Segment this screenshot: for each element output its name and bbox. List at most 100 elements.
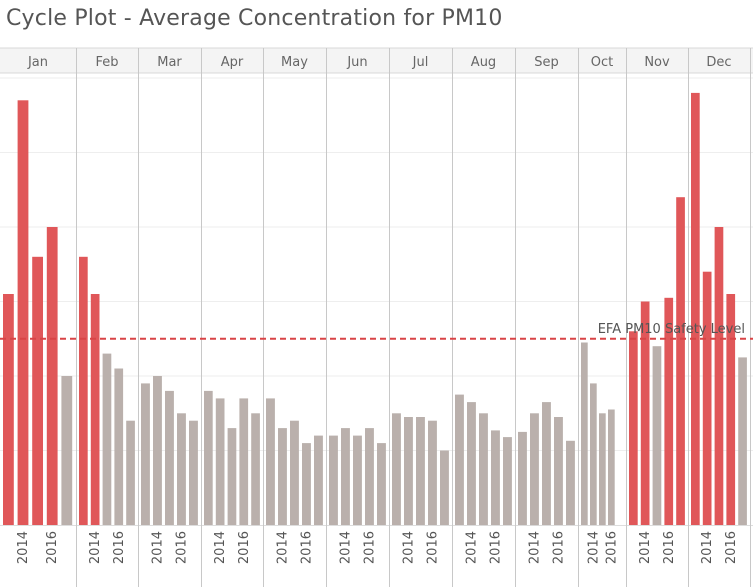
- year-tick-label: 2014: [16, 531, 31, 564]
- year-tick-label: 2016: [551, 531, 566, 564]
- year-tick-label: 2016: [45, 531, 60, 564]
- bar-feb-2015: [102, 353, 112, 525]
- year-tick-label: 2016: [112, 531, 127, 564]
- bar-may-2014: [278, 428, 287, 525]
- bar-jun-2015: [353, 435, 362, 525]
- bar-jan-2013: [3, 294, 14, 525]
- bar-apr-2016: [239, 398, 249, 525]
- bar-sep-2014: [530, 413, 539, 526]
- bar-apr-2013: [204, 390, 213, 525]
- year-tick-label: 2014: [275, 531, 290, 564]
- bar-dec-2015: [714, 227, 724, 525]
- year-tick-label: 2016: [174, 531, 189, 564]
- month-label-mar: Mar: [157, 55, 182, 70]
- year-tick-label: 2016: [237, 531, 252, 564]
- bar-dec-2017: [738, 357, 747, 525]
- bar-feb-2017: [126, 420, 135, 525]
- bar-aug-2016: [491, 430, 500, 525]
- bar-sep-2016: [554, 417, 563, 525]
- year-tick-label: 2014: [638, 531, 653, 564]
- chart-title: Cycle Plot - Average Concentration for P…: [6, 6, 503, 31]
- bar-may-2013: [266, 398, 275, 525]
- bar-jun-2016: [365, 428, 374, 525]
- bar-oct-2013: [581, 342, 588, 525]
- bar-mar-2017: [189, 420, 198, 525]
- reference-line-label: EFA PM10 Safety Level: [598, 322, 745, 337]
- month-label-jul: Jul: [412, 55, 429, 70]
- bar-dec-2016: [726, 294, 736, 525]
- bar-jan-2016: [46, 227, 58, 525]
- year-tick-label: 2014: [213, 531, 228, 564]
- bar-oct-2015: [599, 413, 606, 526]
- bar-sep-2017: [566, 440, 575, 525]
- bar-jul-2015: [416, 417, 425, 525]
- year-tick-label: 2016: [299, 531, 314, 564]
- year-tick-labels: 2014 2016 2014 2016 2014 2016 2014 2016 2014 2016…: [16, 531, 739, 564]
- year-tick-label: 2016: [362, 531, 377, 564]
- month-header-row: Jan Feb Mar Apr May Jun Jul Aug Sep Oct Nov Dec: [0, 47, 753, 74]
- reference-line-group: EFA PM10 Safety Level: [0, 322, 753, 340]
- bar-nov-2015: [652, 346, 662, 525]
- bar-may-2017: [314, 435, 323, 525]
- bar-dec-2014: [702, 271, 712, 525]
- bar-feb-2014: [90, 294, 100, 525]
- month-dividers: [76, 48, 751, 587]
- bar-aug-2017: [503, 437, 512, 525]
- bar-mar-2014: [153, 376, 162, 525]
- bar-nov-2014: [640, 301, 650, 525]
- bar-sep-2015: [542, 402, 551, 525]
- year-tick-label: 2014: [88, 531, 103, 564]
- bar-feb-2016: [114, 368, 124, 525]
- bar-apr-2015: [227, 428, 237, 525]
- month-label-jan: Jan: [27, 55, 48, 70]
- bar-mar-2015: [165, 390, 174, 525]
- year-tick-label: 2014: [586, 531, 601, 564]
- bars: [3, 92, 747, 526]
- year-tick-label: 2014: [338, 531, 353, 564]
- bar-apr-2014: [215, 398, 225, 525]
- month-header-background: [0, 48, 753, 73]
- bar-aug-2015: [479, 413, 488, 526]
- bar-oct-2014: [590, 383, 597, 525]
- year-tick-label: 2014: [527, 531, 542, 564]
- bar-aug-2013: [455, 394, 464, 525]
- month-label-sep: Sep: [534, 55, 559, 70]
- bar-feb-2013: [79, 256, 88, 525]
- bar-mar-2013: [141, 383, 150, 525]
- bar-jul-2016: [428, 420, 437, 525]
- bar-nov-2016: [664, 297, 674, 525]
- bar-jul-2014: [404, 417, 413, 525]
- month-label-aug: Aug: [471, 55, 496, 70]
- bar-mar-2016: [177, 413, 186, 526]
- bar-nov-2017: [676, 197, 685, 525]
- bar-jan-2017: [61, 376, 73, 525]
- bar-jun-2014: [341, 428, 350, 525]
- gridlines: [0, 77, 753, 526]
- year-tick-label: 2016: [488, 531, 503, 564]
- year-tick-label: 2016: [662, 531, 677, 564]
- year-tick-label: 2014: [401, 531, 416, 564]
- month-label-oct: Oct: [591, 55, 613, 70]
- bar-jun-2017: [377, 443, 386, 525]
- bar-jan-2015: [32, 256, 43, 525]
- bar-sep-2013: [518, 431, 527, 525]
- year-tick-label: 2016: [604, 531, 619, 564]
- year-tick-label: 2014: [150, 531, 165, 564]
- month-label-dec: Dec: [706, 55, 731, 70]
- bar-may-2016: [302, 443, 311, 525]
- year-tick-label: 2016: [425, 531, 440, 564]
- month-label-may: May: [281, 55, 308, 70]
- bar-jan-2014: [17, 100, 29, 526]
- year-tick-label: 2014: [464, 531, 479, 564]
- bar-aug-2014: [467, 402, 476, 525]
- bar-dec-2013: [691, 92, 700, 526]
- month-label-feb: Feb: [95, 55, 118, 70]
- bar-may-2015: [290, 420, 299, 525]
- bar-jul-2013: [392, 413, 401, 526]
- month-label-apr: Apr: [221, 55, 244, 70]
- year-tick-label: 2016: [724, 531, 739, 564]
- bar-oct-2016: [608, 409, 615, 525]
- month-label-nov: Nov: [644, 55, 670, 70]
- bar-jul-2017: [440, 450, 449, 525]
